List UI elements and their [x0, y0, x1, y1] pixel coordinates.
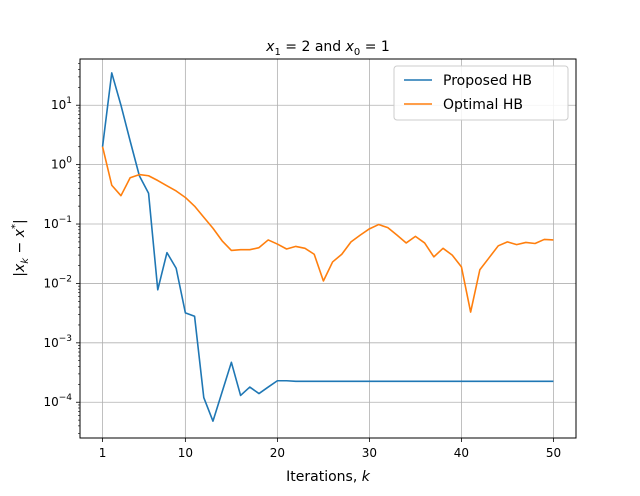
series-line-optimal-hb	[101, 146, 554, 313]
grid	[80, 59, 576, 438]
series-layer	[101, 72, 554, 422]
y-tick-label: 100	[51, 156, 72, 172]
legend-box	[393, 65, 569, 121]
y-axis-ticks: 10−4 10−3 10−2 10−1 100 101	[43, 63, 80, 434]
legend-label-proposed-hb: Proposed HB	[443, 73, 532, 89]
series-line-proposed-hb	[101, 72, 554, 422]
x-tick-label: 20	[270, 446, 285, 460]
x-tick-label: 30	[362, 446, 377, 460]
chart-title: x1 = 2 and x0 = 1	[265, 39, 390, 58]
legend-label-optimal-hb: Optimal HB	[443, 97, 523, 113]
plot-frame	[79, 58, 577, 439]
x-axis-label: Iterations, k	[286, 469, 371, 485]
y-tick-label: 10−1	[43, 215, 72, 231]
x-tick-label: 50	[546, 446, 561, 460]
x-tick-label: 1	[99, 446, 107, 460]
y-tick-label: 10−2	[43, 274, 72, 290]
y-tick-label: 10−4	[43, 393, 72, 409]
x-tick-label: 40	[454, 446, 469, 460]
legend: Proposed HB Optimal HB	[393, 65, 569, 121]
y-tick-label: 101	[51, 96, 72, 112]
x-tick-label: 10	[178, 446, 193, 460]
y-axis-label: |xk − x*|	[10, 219, 31, 276]
y-tick-label: 10−3	[43, 334, 72, 350]
x-axis-ticks: 1 10 20 30 40 50	[99, 438, 561, 460]
